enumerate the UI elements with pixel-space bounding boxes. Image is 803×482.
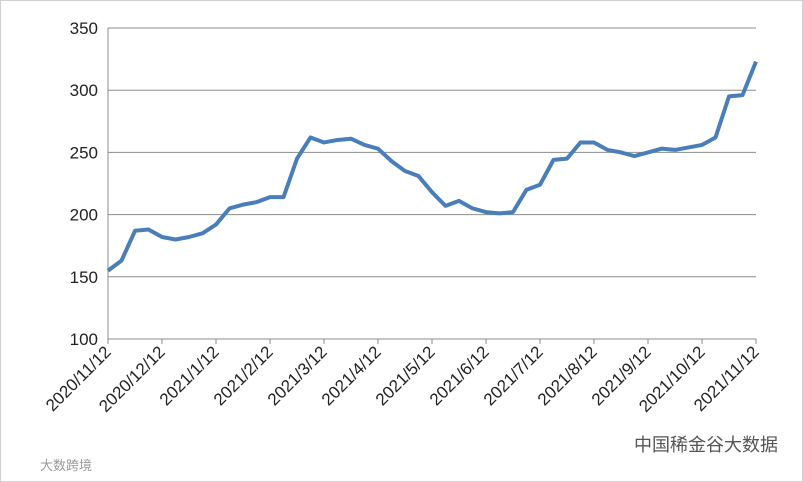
data-line — [106, 60, 758, 273]
y-tick-label: 100 — [70, 330, 98, 349]
y-tick-label: 150 — [70, 268, 98, 287]
y-tick-label: 350 — [70, 19, 98, 38]
y-tick-label: 300 — [70, 81, 98, 100]
y-tick-label: 200 — [70, 206, 98, 225]
y-tick-label: 250 — [70, 143, 98, 162]
watermark: 中国稀金谷大数据 — [634, 435, 778, 455]
watermark: 大数跨境 — [40, 458, 92, 473]
